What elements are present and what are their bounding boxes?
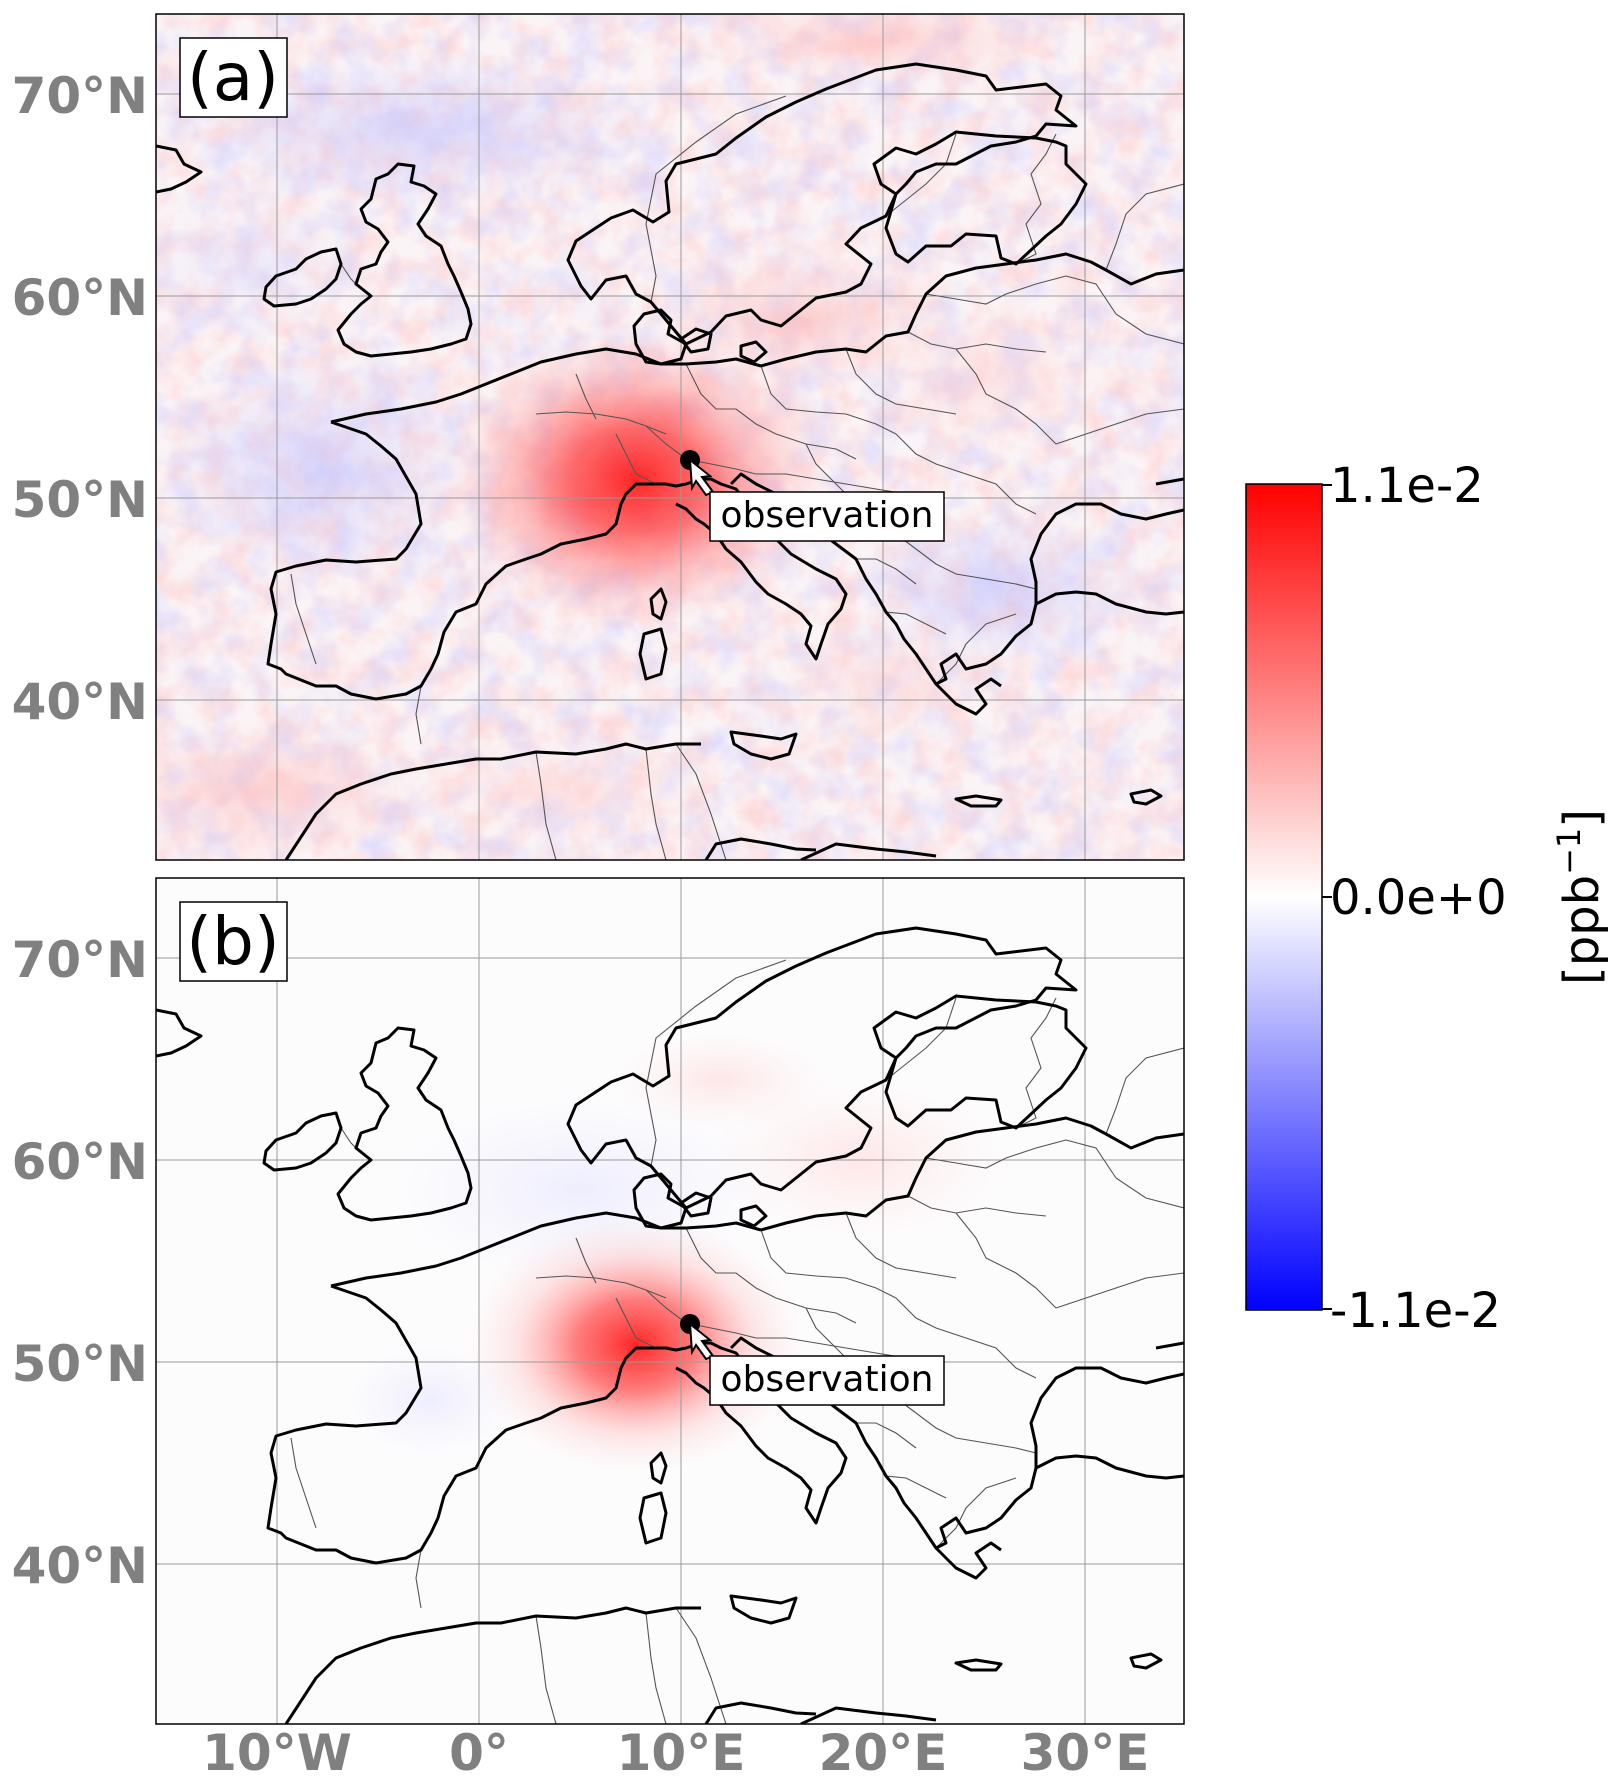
lat-tick-50: 50°N	[12, 1335, 148, 1393]
lat-tick-40: 40°N	[12, 673, 148, 731]
lon-tick-10e: 10°E	[617, 1724, 746, 1776]
panel-a-observation-box	[709, 491, 945, 542]
lat-tick-70: 70°N	[12, 67, 148, 125]
panel-b-frame	[155, 877, 1185, 1725]
colorbar-max-label: 1.1e-2	[1330, 458, 1484, 514]
panel-b-sensitivity-hotspot	[466, 1215, 806, 1475]
panel-a-observation-label: observation	[721, 495, 934, 536]
panel-a-label: (a)	[187, 39, 279, 116]
lon-ticks: 10°W 0° 10°E 20°E 30°E	[202, 1724, 1149, 1776]
lat-tick-40: 40°N	[12, 1537, 148, 1595]
lat-tick-60: 60°N	[12, 269, 148, 327]
colorbar-gradient	[1245, 483, 1323, 1311]
lat-tick-60: 60°N	[12, 1133, 148, 1191]
panel-b-observation-box	[709, 1355, 945, 1406]
panel-b-observation-label: observation	[721, 1359, 934, 1400]
panel-b-label-box	[179, 901, 288, 982]
lat-tick-70: 70°N	[12, 931, 148, 989]
panel-b-label: (b)	[186, 903, 279, 980]
panel-a-map: (a) observation	[155, 13, 1185, 861]
colorbar-mid-label: 0.0e+0	[1330, 870, 1507, 926]
colorbar-unit-label: [ppb−1]	[1550, 809, 1610, 985]
lon-tick-10w: 10°W	[202, 1724, 352, 1776]
panel-b-lat-ticks: 70°N 60°N 50°N 40°N	[12, 931, 148, 1595]
colorbar-min-label: -1.1e-2	[1330, 1283, 1501, 1339]
lon-tick-30e: 30°E	[1021, 1724, 1150, 1776]
colorbar: 1.1e-2 0.0e+0 -1.1e-2 [ppb−1]	[1245, 458, 1610, 1339]
lat-tick-50: 50°N	[12, 471, 148, 529]
panel-a-lat-ticks: 70°N 60°N 50°N 40°N	[12, 67, 148, 731]
lon-tick-0: 0°	[449, 1724, 509, 1776]
panel-a-label-box	[179, 37, 288, 118]
lon-tick-20e: 20°E	[819, 1724, 948, 1776]
panel-b-map: (b) observation	[155, 877, 1185, 1725]
panel-a-frame	[155, 13, 1185, 861]
